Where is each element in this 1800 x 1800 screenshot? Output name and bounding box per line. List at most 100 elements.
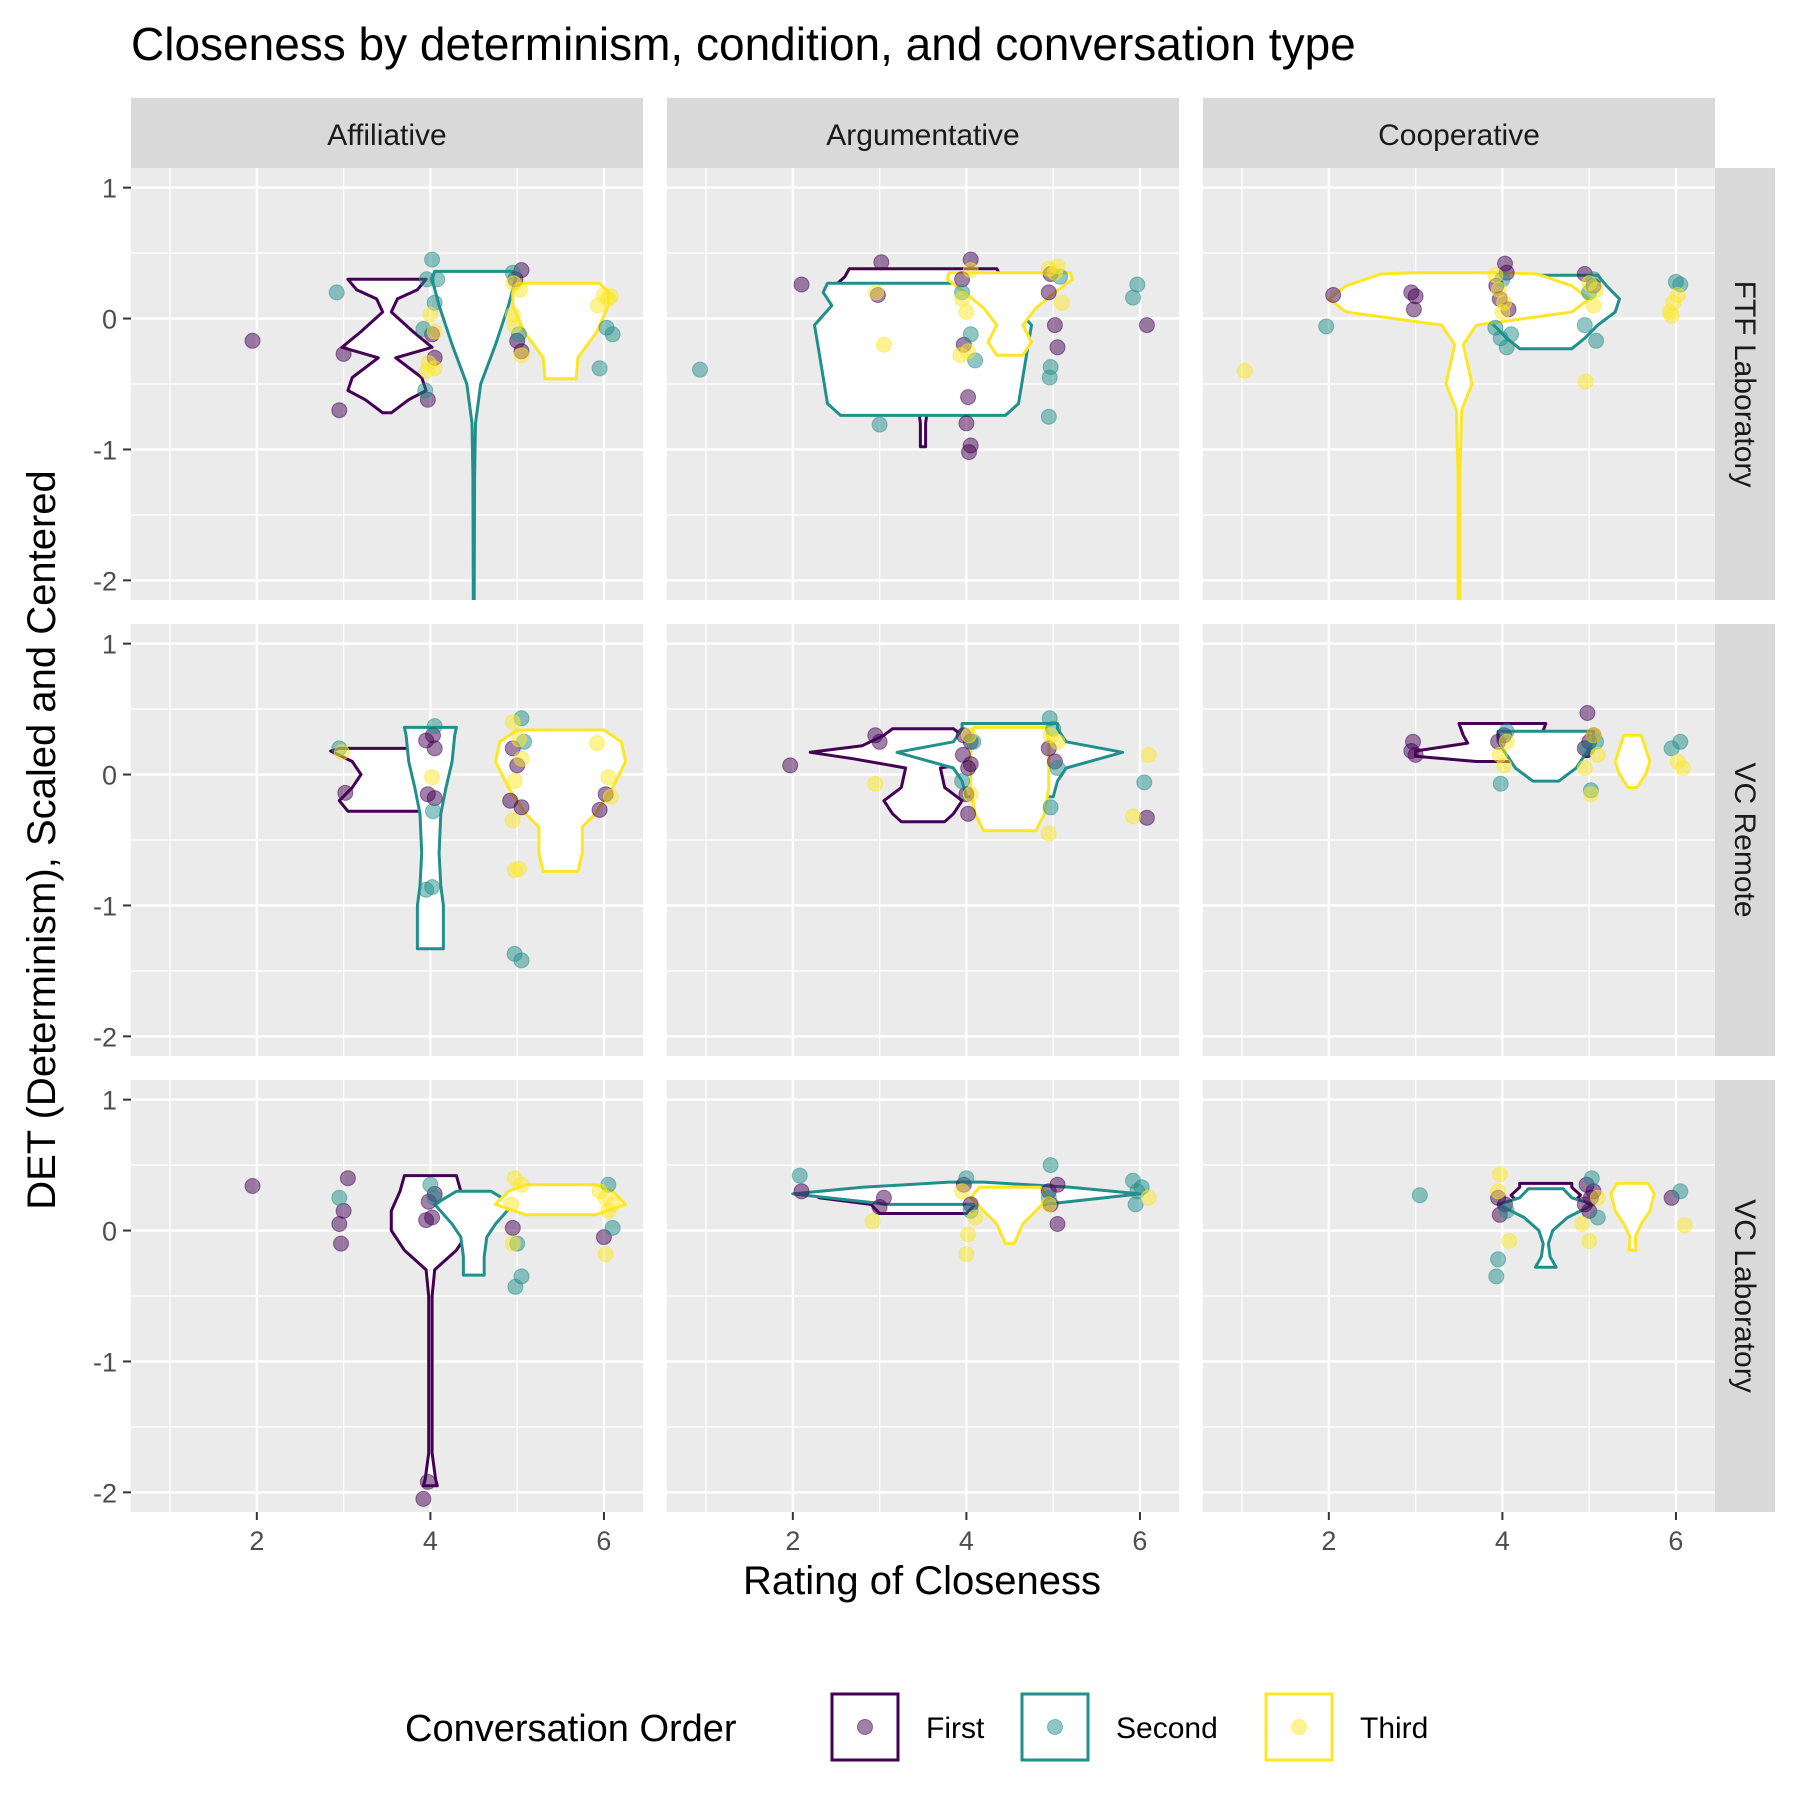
point-third [962, 262, 979, 279]
point-third [1490, 281, 1507, 298]
column-strip-bg [667, 98, 1179, 168]
point-third [1140, 746, 1157, 763]
point-second [426, 718, 443, 735]
y-tick-label: -1 [93, 1347, 117, 1377]
point-third [1501, 1233, 1518, 1249]
point-second [1576, 317, 1593, 334]
point-third [513, 347, 530, 364]
point-third [1577, 373, 1594, 390]
violin-third [494, 728, 628, 873]
point-first [244, 1178, 261, 1194]
row-strip-bg [1715, 624, 1775, 1056]
point-first [1138, 809, 1155, 826]
column-strip-bg [1203, 98, 1715, 168]
y-tick-label: 1 [102, 1086, 117, 1116]
x-tick-label: 2 [249, 1526, 264, 1556]
point-first [426, 790, 443, 807]
point-second [507, 1278, 524, 1295]
point-third [503, 1196, 520, 1213]
point-third [864, 1213, 881, 1230]
point-second [604, 326, 621, 343]
point-first [1405, 301, 1422, 318]
point-second [1136, 774, 1153, 791]
point-third [504, 1235, 521, 1252]
point-first [504, 1219, 521, 1236]
point-third [954, 1183, 971, 1200]
column-strip-label: Cooperative [1378, 119, 1540, 152]
x-tick-label: 6 [1668, 1526, 1683, 1556]
y-tick-label: 1 [102, 174, 117, 204]
point-third [1581, 1233, 1598, 1249]
point-third [1576, 760, 1593, 776]
legend-label: First [926, 1712, 985, 1745]
point-second [1672, 733, 1689, 750]
y-tick-label: 0 [102, 761, 117, 791]
point-third [424, 769, 441, 786]
point-third [960, 1226, 977, 1243]
point-third [602, 288, 619, 305]
point-third [513, 1176, 530, 1193]
point-third [961, 727, 977, 744]
point-first [337, 784, 354, 801]
point-third [1669, 287, 1686, 303]
point-second [1503, 326, 1520, 343]
point-second [1588, 332, 1605, 349]
panel-argumentative-ftf-laboratory [667, 168, 1179, 600]
point-third [597, 1246, 614, 1263]
y-axis-title: DET (Determinism), Scaled and Centered [20, 470, 64, 1210]
y-tick-label: -1 [93, 891, 117, 921]
point-third [1040, 825, 1057, 842]
point-second [1589, 1209, 1606, 1226]
point-first [331, 1216, 348, 1232]
point-first [1407, 288, 1424, 305]
chart-title: Closeness by determinism, condition, and… [131, 18, 1356, 70]
point-second [425, 803, 441, 820]
legend-key-point [1291, 1719, 1307, 1735]
point-first [782, 757, 799, 774]
point-first [793, 1183, 810, 1200]
point-third [867, 775, 884, 792]
legend-title: Conversation Order [405, 1708, 737, 1750]
point-second [1490, 1251, 1507, 1268]
y-tick-label: -2 [93, 1478, 117, 1508]
panel-marks [791, 1157, 1157, 1263]
violin-third [969, 1185, 1051, 1246]
y-tick-label: 0 [102, 1217, 117, 1247]
point-third [868, 284, 885, 301]
point-third [510, 731, 527, 748]
point-first [1049, 1176, 1066, 1193]
panels-group [131, 168, 1715, 1512]
y-tick-label: -1 [93, 435, 117, 465]
panel-affiliative-ftf-laboratory [131, 168, 643, 600]
point-first [419, 1473, 436, 1490]
point-second [1127, 1196, 1144, 1213]
row-strip-label: VC Laboratory [1728, 1199, 1761, 1392]
point-third [1496, 757, 1513, 774]
point-first [793, 276, 810, 293]
point-second [426, 1189, 443, 1206]
point-first [426, 740, 443, 757]
row-strip-label: FTF Laboratory [1728, 281, 1761, 488]
point-third [958, 1246, 975, 1263]
point-third [604, 1196, 621, 1213]
point-third [511, 281, 528, 298]
point-third [1490, 1183, 1507, 1200]
point-second [424, 879, 441, 896]
point-second [591, 360, 608, 377]
panel-marks [692, 251, 1155, 461]
point-second [954, 773, 971, 790]
legend-item-third: Third [1264, 1692, 1428, 1762]
legend-label: Third [1360, 1712, 1428, 1745]
point-second [692, 361, 708, 378]
point-first [339, 1170, 356, 1187]
point-third [967, 1209, 984, 1226]
point-third [602, 788, 619, 805]
panel-marks [1236, 255, 1689, 600]
panel-argumentative-vc-remote [667, 624, 1179, 1056]
point-first [873, 254, 890, 271]
point-first [960, 389, 977, 406]
x-axis-title: Rating of Closeness [743, 1559, 1101, 1603]
point-second [1672, 1183, 1689, 1200]
x-tick-label: 2 [1321, 1526, 1336, 1556]
